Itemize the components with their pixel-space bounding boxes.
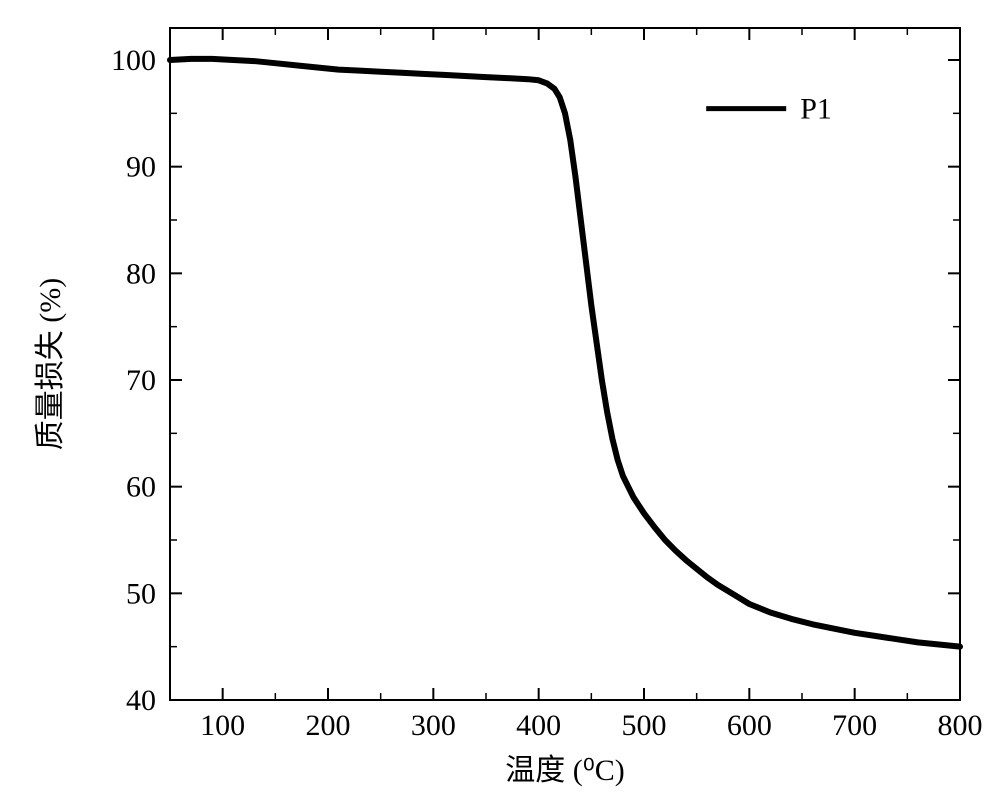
legend-label-P1: P1 <box>800 93 832 126</box>
y-tick-label: 70 <box>126 364 156 397</box>
y-tick-label: 40 <box>126 684 156 717</box>
y-tick-label: 60 <box>126 471 156 504</box>
x-axis-label: 温度 (⁰C) <box>505 754 625 787</box>
y-tick-label: 100 <box>111 44 156 77</box>
y-tick-label: 50 <box>126 577 156 610</box>
x-tick-label: 200 <box>306 709 351 742</box>
x-tick-label: 300 <box>411 709 456 742</box>
x-tick-label: 700 <box>832 709 877 742</box>
chart-container: 100 200 300 400 500 600 700 800 40 50 60 70 80 90 100 温… <box>0 0 1000 810</box>
x-tick-label: 400 <box>516 709 561 742</box>
x-tick-label: 600 <box>727 709 772 742</box>
y-tick-label: 90 <box>126 151 156 184</box>
y-tick-label: 80 <box>126 257 156 290</box>
x-tick-label: 100 <box>200 709 245 742</box>
y-axis-label: 质量损失 (%) <box>34 278 67 450</box>
x-tick-label: 500 <box>622 709 667 742</box>
x-tick-label: 800 <box>938 709 983 742</box>
tga-chart: 100 200 300 400 500 600 700 800 40 50 60 70 80 90 100 温… <box>0 0 1000 810</box>
